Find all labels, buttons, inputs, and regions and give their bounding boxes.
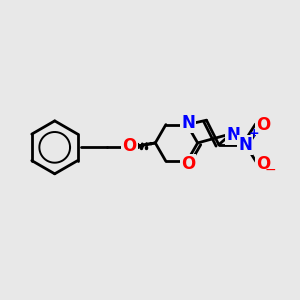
Text: N: N <box>238 136 252 154</box>
Text: O: O <box>123 137 137 155</box>
Text: −: − <box>264 162 276 176</box>
Text: O: O <box>256 116 270 134</box>
Text: O: O <box>256 155 270 173</box>
Text: O: O <box>181 155 195 173</box>
Text: N: N <box>181 114 195 132</box>
Text: +: + <box>249 127 260 140</box>
Text: N: N <box>226 126 240 144</box>
